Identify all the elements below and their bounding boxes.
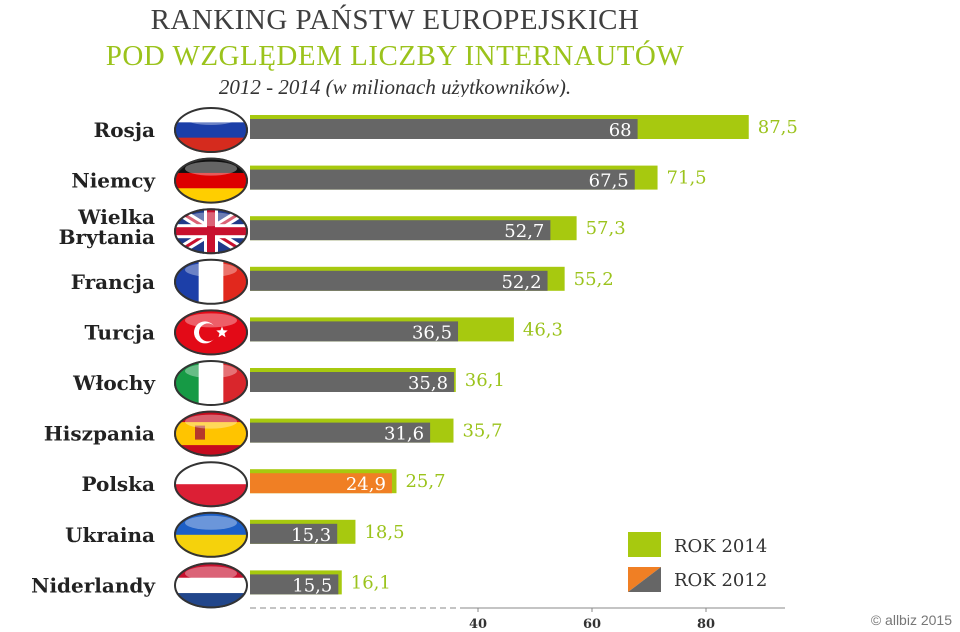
flag-outline bbox=[174, 157, 248, 204]
value-label-2012: 35,8 bbox=[408, 373, 448, 394]
category-label: Niderlandy bbox=[31, 573, 156, 597]
value-label-2014: 35,7 bbox=[462, 421, 502, 442]
value-label-2014: 55,2 bbox=[574, 269, 614, 290]
value-label-2014: 18,5 bbox=[364, 522, 404, 543]
flag-outline bbox=[174, 461, 248, 508]
bar-rok-2012 bbox=[250, 372, 455, 392]
category-label: Turcja bbox=[85, 320, 156, 344]
bar-rok-2012 bbox=[250, 270, 548, 291]
bar-rok-2012 bbox=[250, 523, 338, 544]
bar-rok-2012 bbox=[250, 169, 635, 190]
flag-outline bbox=[174, 208, 248, 255]
x-tick-label: 80 bbox=[697, 617, 715, 632]
value-label-2014: 25,7 bbox=[405, 471, 445, 492]
flag-outline bbox=[174, 410, 248, 457]
category-label: Francja bbox=[71, 270, 155, 294]
flag-outline bbox=[174, 258, 248, 305]
chart-title-line2: POD WZGLĘDEM LICZBY INTERNAUTÓW bbox=[105, 40, 685, 72]
value-label-2012: 31,6 bbox=[384, 424, 424, 445]
value-label-2012: 52,2 bbox=[501, 272, 541, 293]
bar-rok-2012 bbox=[250, 422, 431, 443]
bar-rok-2012 bbox=[250, 119, 638, 139]
value-label-2014: 57,3 bbox=[586, 218, 626, 239]
legend-swatch-2012-gray bbox=[628, 567, 661, 592]
flag-shine bbox=[185, 212, 237, 227]
poland-flag-icon bbox=[174, 461, 248, 508]
value-label-2012: 67,5 bbox=[589, 171, 629, 192]
value-label-2014: 16,1 bbox=[351, 572, 391, 593]
flag-shine bbox=[185, 313, 237, 328]
value-label-2014: 71,5 bbox=[667, 168, 707, 189]
flag-outline bbox=[174, 511, 248, 558]
chart-subtitle: 2012 - 2014 (w milionach użytkowników). bbox=[218, 75, 572, 97]
bar-rok-2012 bbox=[250, 574, 339, 595]
value-label-2014: 36,1 bbox=[465, 370, 505, 391]
flag-shine bbox=[185, 515, 237, 530]
flag-outline bbox=[174, 562, 248, 609]
flag-shine bbox=[185, 364, 237, 378]
value-label-2012: 68 bbox=[609, 120, 632, 141]
copyright-notice: © allbiz 2015 bbox=[870, 612, 952, 628]
value-label-2014: 87,5 bbox=[758, 117, 798, 138]
x-tick-label: 40 bbox=[469, 617, 487, 632]
value-label-2012: 15,5 bbox=[292, 575, 332, 596]
flag-shine bbox=[185, 566, 237, 581]
x-tick-label: 60 bbox=[583, 617, 601, 632]
flag-shine bbox=[185, 262, 237, 277]
legend-label-2014: ROK 2014 bbox=[674, 536, 767, 557]
category-label: Niemcy bbox=[71, 169, 156, 193]
flag-outline bbox=[174, 309, 248, 356]
bar-rok-2012 bbox=[250, 321, 459, 342]
chart-title-line1: RANKING PAŃSTW EUROPEJSKICH bbox=[150, 4, 640, 36]
legend-swatch-2014 bbox=[628, 532, 661, 557]
bar-rok-2012 bbox=[250, 220, 551, 241]
flag-shine bbox=[185, 111, 237, 125]
bar-rok-2012 bbox=[250, 473, 392, 494]
category-label: Hiszpania bbox=[44, 422, 155, 446]
legend-label-2012: ROK 2012 bbox=[674, 570, 767, 591]
flag-shine bbox=[185, 414, 237, 429]
value-label-2012: 52,7 bbox=[504, 221, 544, 242]
ukraine-flag-icon bbox=[174, 511, 248, 558]
category-label: Ukraina bbox=[65, 523, 155, 547]
flag-shine bbox=[185, 161, 237, 176]
flag-outline bbox=[174, 107, 248, 153]
category-label: Polska bbox=[81, 472, 155, 496]
category-label: Wielka Brytania bbox=[59, 205, 155, 249]
category-label: Włochy bbox=[72, 371, 156, 395]
value-label-2012: 24,9 bbox=[346, 474, 386, 495]
value-label-2014: 46,3 bbox=[523, 319, 563, 340]
value-label-2012: 36,5 bbox=[412, 322, 452, 343]
flag-outline bbox=[174, 360, 248, 406]
flag-shine bbox=[185, 465, 237, 480]
value-label-2012: 15,3 bbox=[291, 525, 331, 546]
category-label: Rosja bbox=[94, 118, 155, 142]
